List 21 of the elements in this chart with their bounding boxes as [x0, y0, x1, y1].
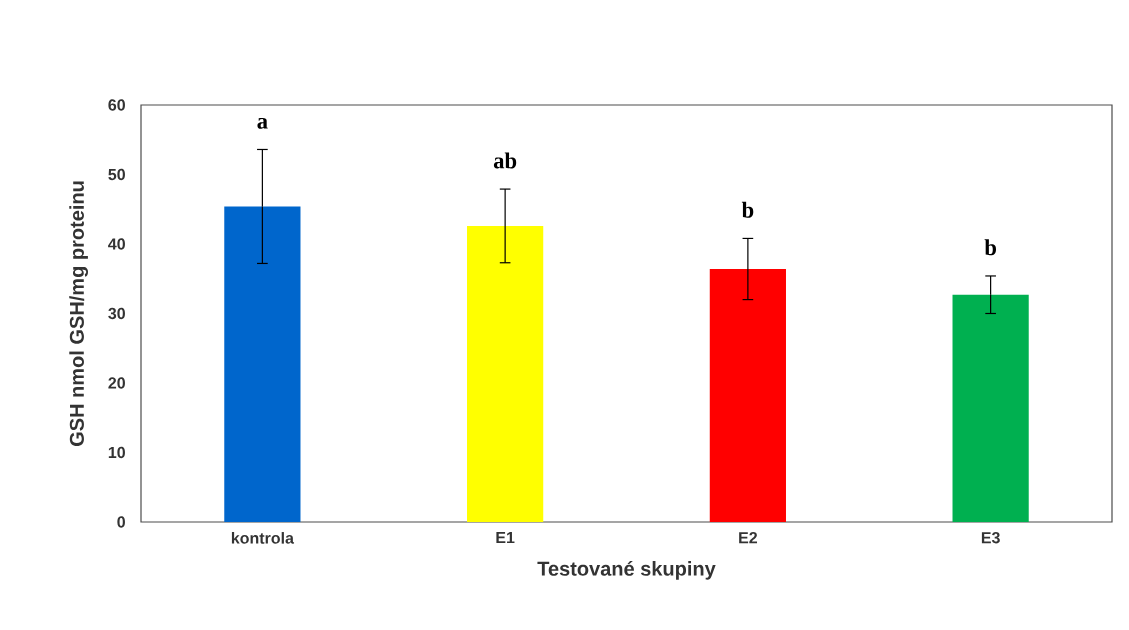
y-tick-label: 20 [108, 377, 125, 389]
annotation: b [984, 239, 997, 256]
x-tick-label: E3 [981, 532, 1000, 544]
y-tick-label: 0 [117, 516, 125, 528]
x-tick-label: E1 [496, 532, 515, 544]
annotation: a [257, 117, 268, 129]
y-tick-label: 60 [108, 99, 125, 111]
x-tick-label: kontrola [231, 532, 295, 544]
y-tick-label: 50 [108, 168, 125, 181]
bar [709, 269, 786, 522]
bar [224, 206, 301, 522]
y-tick-label: 40 [108, 238, 125, 250]
x-tick-label: E2 [739, 532, 758, 544]
y-tick-label: 30 [108, 307, 125, 320]
y-axis-title: GSH nmol GSH/mg proteinu [69, 181, 89, 447]
x-axis-title: Testované skupiny [537, 560, 716, 580]
bar [467, 225, 544, 522]
annotation: ab [493, 152, 517, 169]
annotation: b [741, 201, 754, 218]
y-tick-label: 10 [108, 446, 125, 459]
bar [952, 294, 1029, 522]
